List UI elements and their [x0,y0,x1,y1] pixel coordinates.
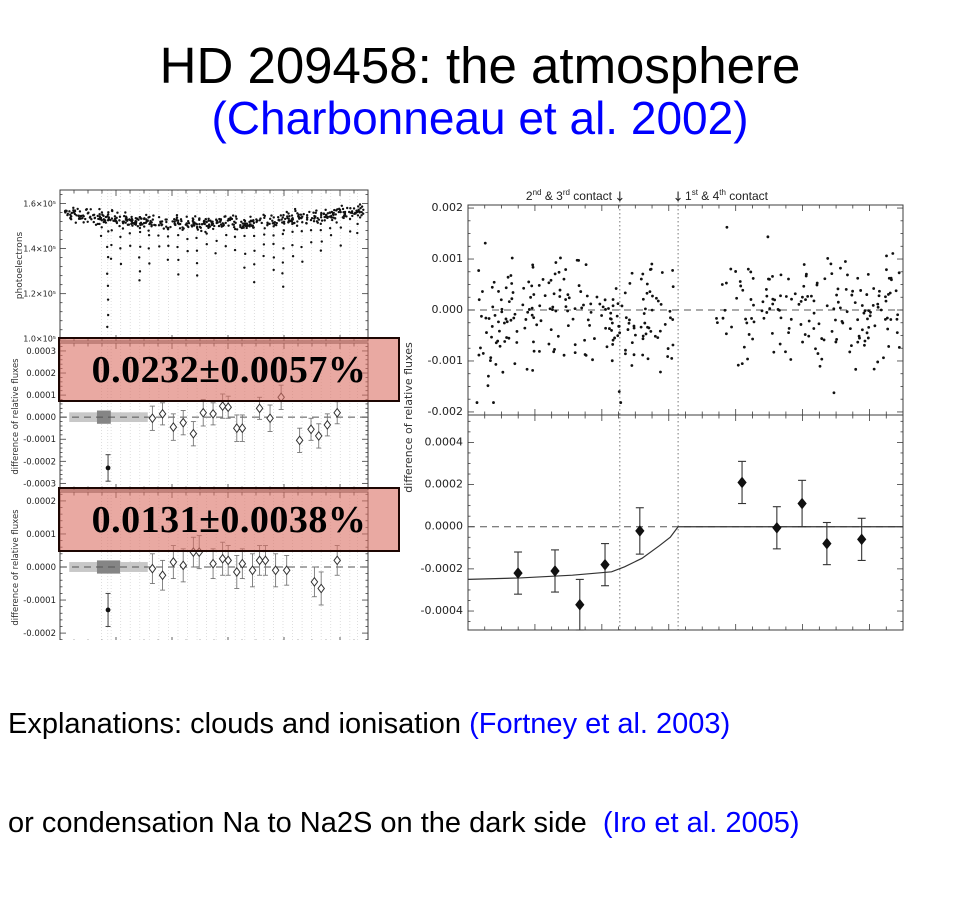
page-title: HD 209458: the atmosphere [159,37,801,94]
footer-line2-text: or condensation Na to Na2S on the dark s… [8,807,603,839]
svg-text:0.0000: 0.0000 [425,520,464,533]
svg-text:0.002: 0.002 [432,201,464,214]
svg-text:difference of relative fluxes: difference of relative fluxes [11,509,21,626]
figure-left-transit-lightcurves: 1.0×10⁵ 1.2×10⁵ 1.4×10⁵ 1.6×10⁵ photoelectro… [0,185,430,640]
svg-text:↓: ↓ [614,190,625,205]
svg-text:-0.002: -0.002 [428,405,463,418]
footer-citation-iro: (Iro et al. 2005) [602,807,800,839]
highlight-box-depth-1: 0.0232±0.0057% [58,337,400,402]
svg-text:↓: ↓ [673,190,684,205]
footer-line1-text: Explanations: clouds and ionisation [8,708,470,740]
left-figure-svg: 1.0×10⁵ 1.2×10⁵ 1.4×10⁵ 1.6×10⁵ photoelectro… [11,189,369,640]
svg-text:1.0×10⁵: 1.0×10⁵ [23,335,56,344]
svg-text:0.0001: 0.0001 [26,391,56,401]
svg-text:-0.0001: -0.0001 [23,596,56,606]
svg-text:0.000: 0.000 [432,303,464,316]
footer-text: Explanations: clouds and ionisation (For… [8,642,800,906]
svg-text:0.0003: 0.0003 [26,347,56,357]
svg-text:-0.0002: -0.0002 [23,457,56,467]
svg-text:0.0000: 0.0000 [26,563,56,573]
svg-text:-0.0001: -0.0001 [23,435,56,445]
svg-text:1.4×10⁵: 1.4×10⁵ [23,245,56,254]
svg-text:photoelectrons: photoelectrons [15,231,25,299]
depth-value-2: 0.0131±0.0038% [91,498,367,541]
svg-text:0.0004: 0.0004 [425,435,464,448]
svg-text:0.0001: 0.0001 [26,530,56,540]
svg-text:0.0002: 0.0002 [425,478,464,491]
contact-annotation-1st-4th: 1st & 4th contact [685,188,768,203]
svg-text:0.0002: 0.0002 [26,369,56,379]
footer-line-1: Explanations: clouds and ionisation (For… [8,708,800,741]
svg-text:-0.0002: -0.0002 [23,629,56,639]
figure-right-residuals: ↓ ↓ 0.002 0.001 0.000 -0.001 -0.002 difference … [400,185,960,640]
svg-text:difference of relative fluxes: difference of relative fluxes [11,358,21,475]
svg-text:-0.0004: -0.0004 [421,604,463,617]
svg-text:0.0002: 0.0002 [26,497,56,507]
depth-value-1: 0.0232±0.0057% [91,348,367,391]
svg-text:0.001: 0.001 [432,252,464,265]
svg-text:difference of relative fluxes: difference of relative fluxes [402,342,415,493]
footer-citation-fortney: (Fortney et al. 2003) [469,708,731,740]
svg-text:0.0000: 0.0000 [26,413,56,423]
svg-text:-0.001: -0.001 [428,354,463,367]
highlight-box-depth-2: 0.0131±0.0038% [58,487,400,552]
svg-text:-0.0003: -0.0003 [23,479,56,489]
right-figure-svg: ↓ ↓ 0.002 0.001 0.000 -0.001 -0.002 difference … [402,190,904,631]
page-subtitle-citation: (Charbonneau et al. 2002) [211,92,749,144]
svg-text:1.2×10⁵: 1.2×10⁵ [23,290,56,299]
contact-annotation-2nd-3rd: 2nd & 3rd contact [525,188,612,203]
footer-line-2: or condensation Na to Na2S on the dark s… [8,807,800,840]
svg-text:1.6×10⁵: 1.6×10⁵ [23,200,56,209]
svg-text:-0.0002: -0.0002 [421,562,463,575]
